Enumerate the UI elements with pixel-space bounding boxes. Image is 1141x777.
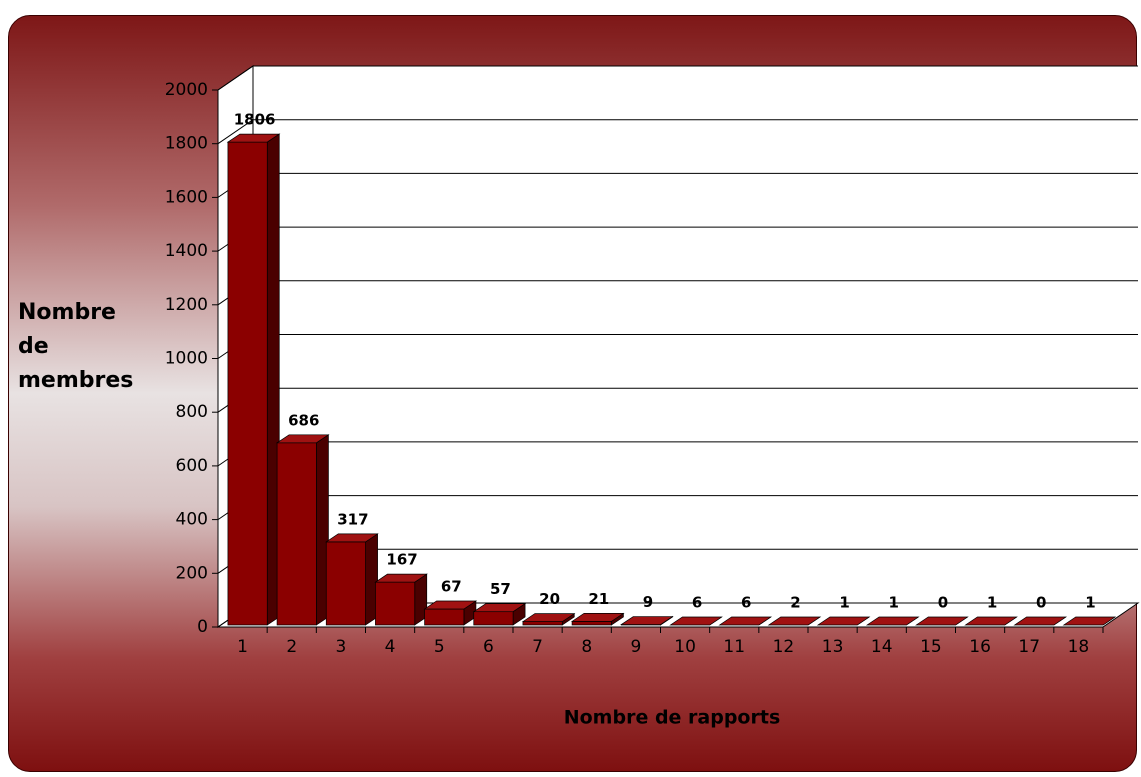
grid-line (217, 65, 254, 91)
bar (375, 581, 416, 626)
data-label: 6 (692, 594, 702, 612)
x-tick-label: 3 (336, 637, 347, 657)
x-tick-label: 14 (871, 637, 893, 657)
bar (276, 442, 317, 626)
data-label: 67 (441, 578, 462, 596)
data-label: 1 (889, 594, 899, 612)
data-label: 21 (588, 590, 609, 608)
x-tick-label: 15 (920, 637, 942, 657)
data-label: 9 (643, 593, 653, 611)
bar-top (275, 434, 330, 444)
data-label: 2 (790, 594, 800, 612)
bar (227, 141, 268, 626)
bar-top (521, 613, 576, 622)
x-tick-label: 4 (385, 637, 396, 657)
data-label: 0 (1036, 594, 1046, 612)
y-tick-label: 200 (176, 563, 208, 583)
y-tick-label: 400 (176, 510, 208, 530)
data-label: 686 (288, 411, 319, 429)
data-label: 1 (1085, 594, 1095, 612)
x-tick-label: 1 (237, 637, 248, 657)
data-label: 0 (938, 594, 948, 612)
y-tick-label: 1400 (165, 241, 208, 261)
y-tick-label: 2000 (165, 80, 208, 100)
data-label: 1 (839, 594, 849, 612)
y-tick-label: 1800 (165, 134, 208, 154)
x-tick-label: 7 (532, 637, 543, 657)
bar-top (472, 603, 527, 613)
bar-top (816, 616, 871, 626)
bar-top (325, 533, 379, 543)
x-tick-label: 18 (1068, 637, 1090, 657)
bar (325, 541, 366, 626)
y-tick-label: 1600 (165, 187, 208, 207)
y-tick-label: 800 (176, 402, 208, 422)
x-tick-label: 11 (723, 637, 745, 657)
y-axis-title: Nombre de membres (18, 300, 134, 393)
data-label: 57 (490, 580, 511, 598)
data-label: 20 (539, 590, 560, 608)
x-tick-label: 8 (581, 637, 592, 657)
bar-top (1013, 616, 1068, 626)
x-tick-label: 6 (483, 637, 494, 657)
data-label: 1 (987, 594, 997, 612)
bar-top (570, 613, 625, 622)
bar (522, 621, 563, 626)
bar-top (423, 600, 478, 610)
bar-top (374, 573, 428, 583)
x-tick-label: 9 (631, 637, 642, 657)
bar-top (964, 616, 1018, 626)
y-tick-label: 1200 (165, 295, 208, 315)
bar-top (226, 133, 281, 143)
bar-top (915, 616, 969, 626)
data-label: 317 (337, 510, 368, 528)
data-label: 167 (386, 551, 417, 569)
x-tick-label: 5 (434, 637, 445, 657)
y-tick-label: 0 (197, 617, 208, 637)
bar (571, 621, 612, 626)
bar-top (669, 616, 723, 626)
bar-top (620, 616, 674, 625)
x-tick-label: 17 (1018, 637, 1040, 657)
data-label: 6 (741, 594, 751, 612)
x-tick-label: 13 (822, 637, 844, 657)
x-tick-label: 12 (773, 637, 795, 657)
bar (473, 611, 514, 626)
x-tick-label: 10 (674, 637, 696, 657)
bar-top (767, 616, 822, 626)
bar-top (718, 616, 773, 626)
y-tick-label: 600 (176, 456, 208, 476)
grid-line (217, 119, 254, 145)
x-tick-label: 2 (286, 637, 297, 657)
data-label: 1806 (234, 111, 276, 129)
bar-top (865, 616, 920, 626)
x-axis-title: Nombre de rapports (564, 707, 781, 729)
bar (424, 608, 465, 626)
x-tick-label: 16 (969, 637, 991, 657)
bar-top (1062, 616, 1117, 626)
y-tick-label: 1000 (165, 349, 208, 369)
